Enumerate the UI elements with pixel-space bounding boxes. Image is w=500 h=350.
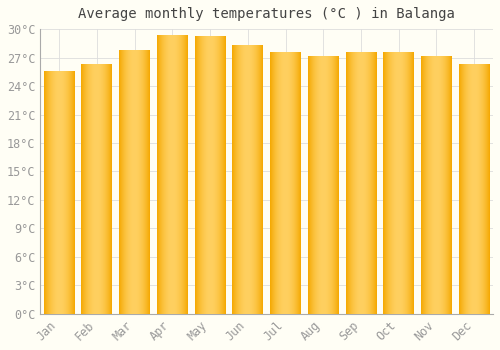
Title: Average monthly temperatures (°C ) in Balanga: Average monthly temperatures (°C ) in Ba…: [78, 7, 455, 21]
